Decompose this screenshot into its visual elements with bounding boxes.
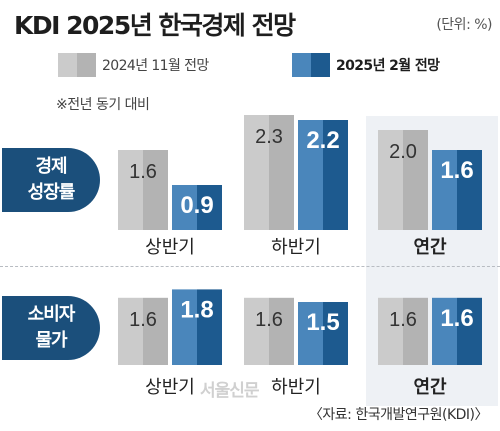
row-label-gdp-line2: 성장률 [27,182,76,203]
data-label-cpi-2-previous: 1.6 [389,309,417,331]
row-label-gdp-growth: 경제 성장률 [2,148,100,212]
data-label-gdp-0-previous: 1.6 [129,161,157,183]
bar-gdp-1-current [298,120,348,230]
row-label-consumer-prices: 소비자 물가 [2,296,100,360]
comparison-note: ※전년 동기 대비 [56,97,150,113]
data-label-cpi-1-previous: 1.6 [255,309,283,331]
bar-cpi-0-previous [118,297,168,365]
bar-cpi-2-previous [378,297,428,365]
chart-title: KDI 2025년 한국경제 전망 [14,11,296,40]
bar-cpi-2-current [432,297,482,365]
unit-label: (단위: %) [436,17,492,33]
bar-cpi-1-current [298,302,348,365]
bar-gdp-1-previous [244,115,294,230]
category-label-cpi-0: 상반기 [145,377,195,398]
section-divider [0,266,500,267]
category-label-gdp-1: 하반기 [271,237,321,258]
legend-item-previous: 2024년 11월 전망 [58,52,209,78]
data-label-cpi-0-previous: 1.6 [129,309,157,331]
row-label-cpi-line2: 물가 [35,330,67,351]
bar-cpi-1-previous [244,297,294,365]
category-label-cpi-2: 연간 [413,377,447,398]
data-label-gdp-2-current: 1.6 [440,157,473,184]
data-label-gdp-0-current: 0.9 [180,192,213,219]
bar-gdp-2-previous [378,130,428,230]
bar-gdp-2-current [432,150,482,230]
bar-cpi-0-current [172,289,222,365]
data-label-gdp-1-current: 2.2 [306,127,339,154]
data-label-gdp-2-previous: 2.0 [389,141,417,163]
data-label-gdp-1-previous: 2.3 [255,126,283,148]
category-label-gdp-0: 상반기 [145,237,195,258]
legend-item-current: 2025년 2월 전망 [292,52,440,78]
category-label-cpi-1: 하반기 [271,377,321,398]
legend-swatch-previous [58,53,96,77]
legend-label-previous: 2024년 11월 전망 [102,58,209,74]
legend-label-current: 2025년 2월 전망 [336,58,440,74]
watermark: 서울신문 [200,381,260,401]
legend-swatch-current [292,53,330,77]
data-label-cpi-0-current: 1.8 [180,296,213,323]
source-credit: 〈자료: 한국개발연구원(KDI)〉 [308,407,489,423]
category-label-gdp-2: 연간 [413,237,447,258]
data-label-cpi-1-current: 1.5 [306,309,339,336]
data-label-cpi-2-current: 1.6 [440,305,473,332]
bar-gdp-0-previous [118,150,168,230]
row-label-gdp-line1: 경제 [35,156,67,177]
row-label-cpi-line1: 소비자 [27,304,76,325]
bar-gdp-0-current [172,185,222,230]
